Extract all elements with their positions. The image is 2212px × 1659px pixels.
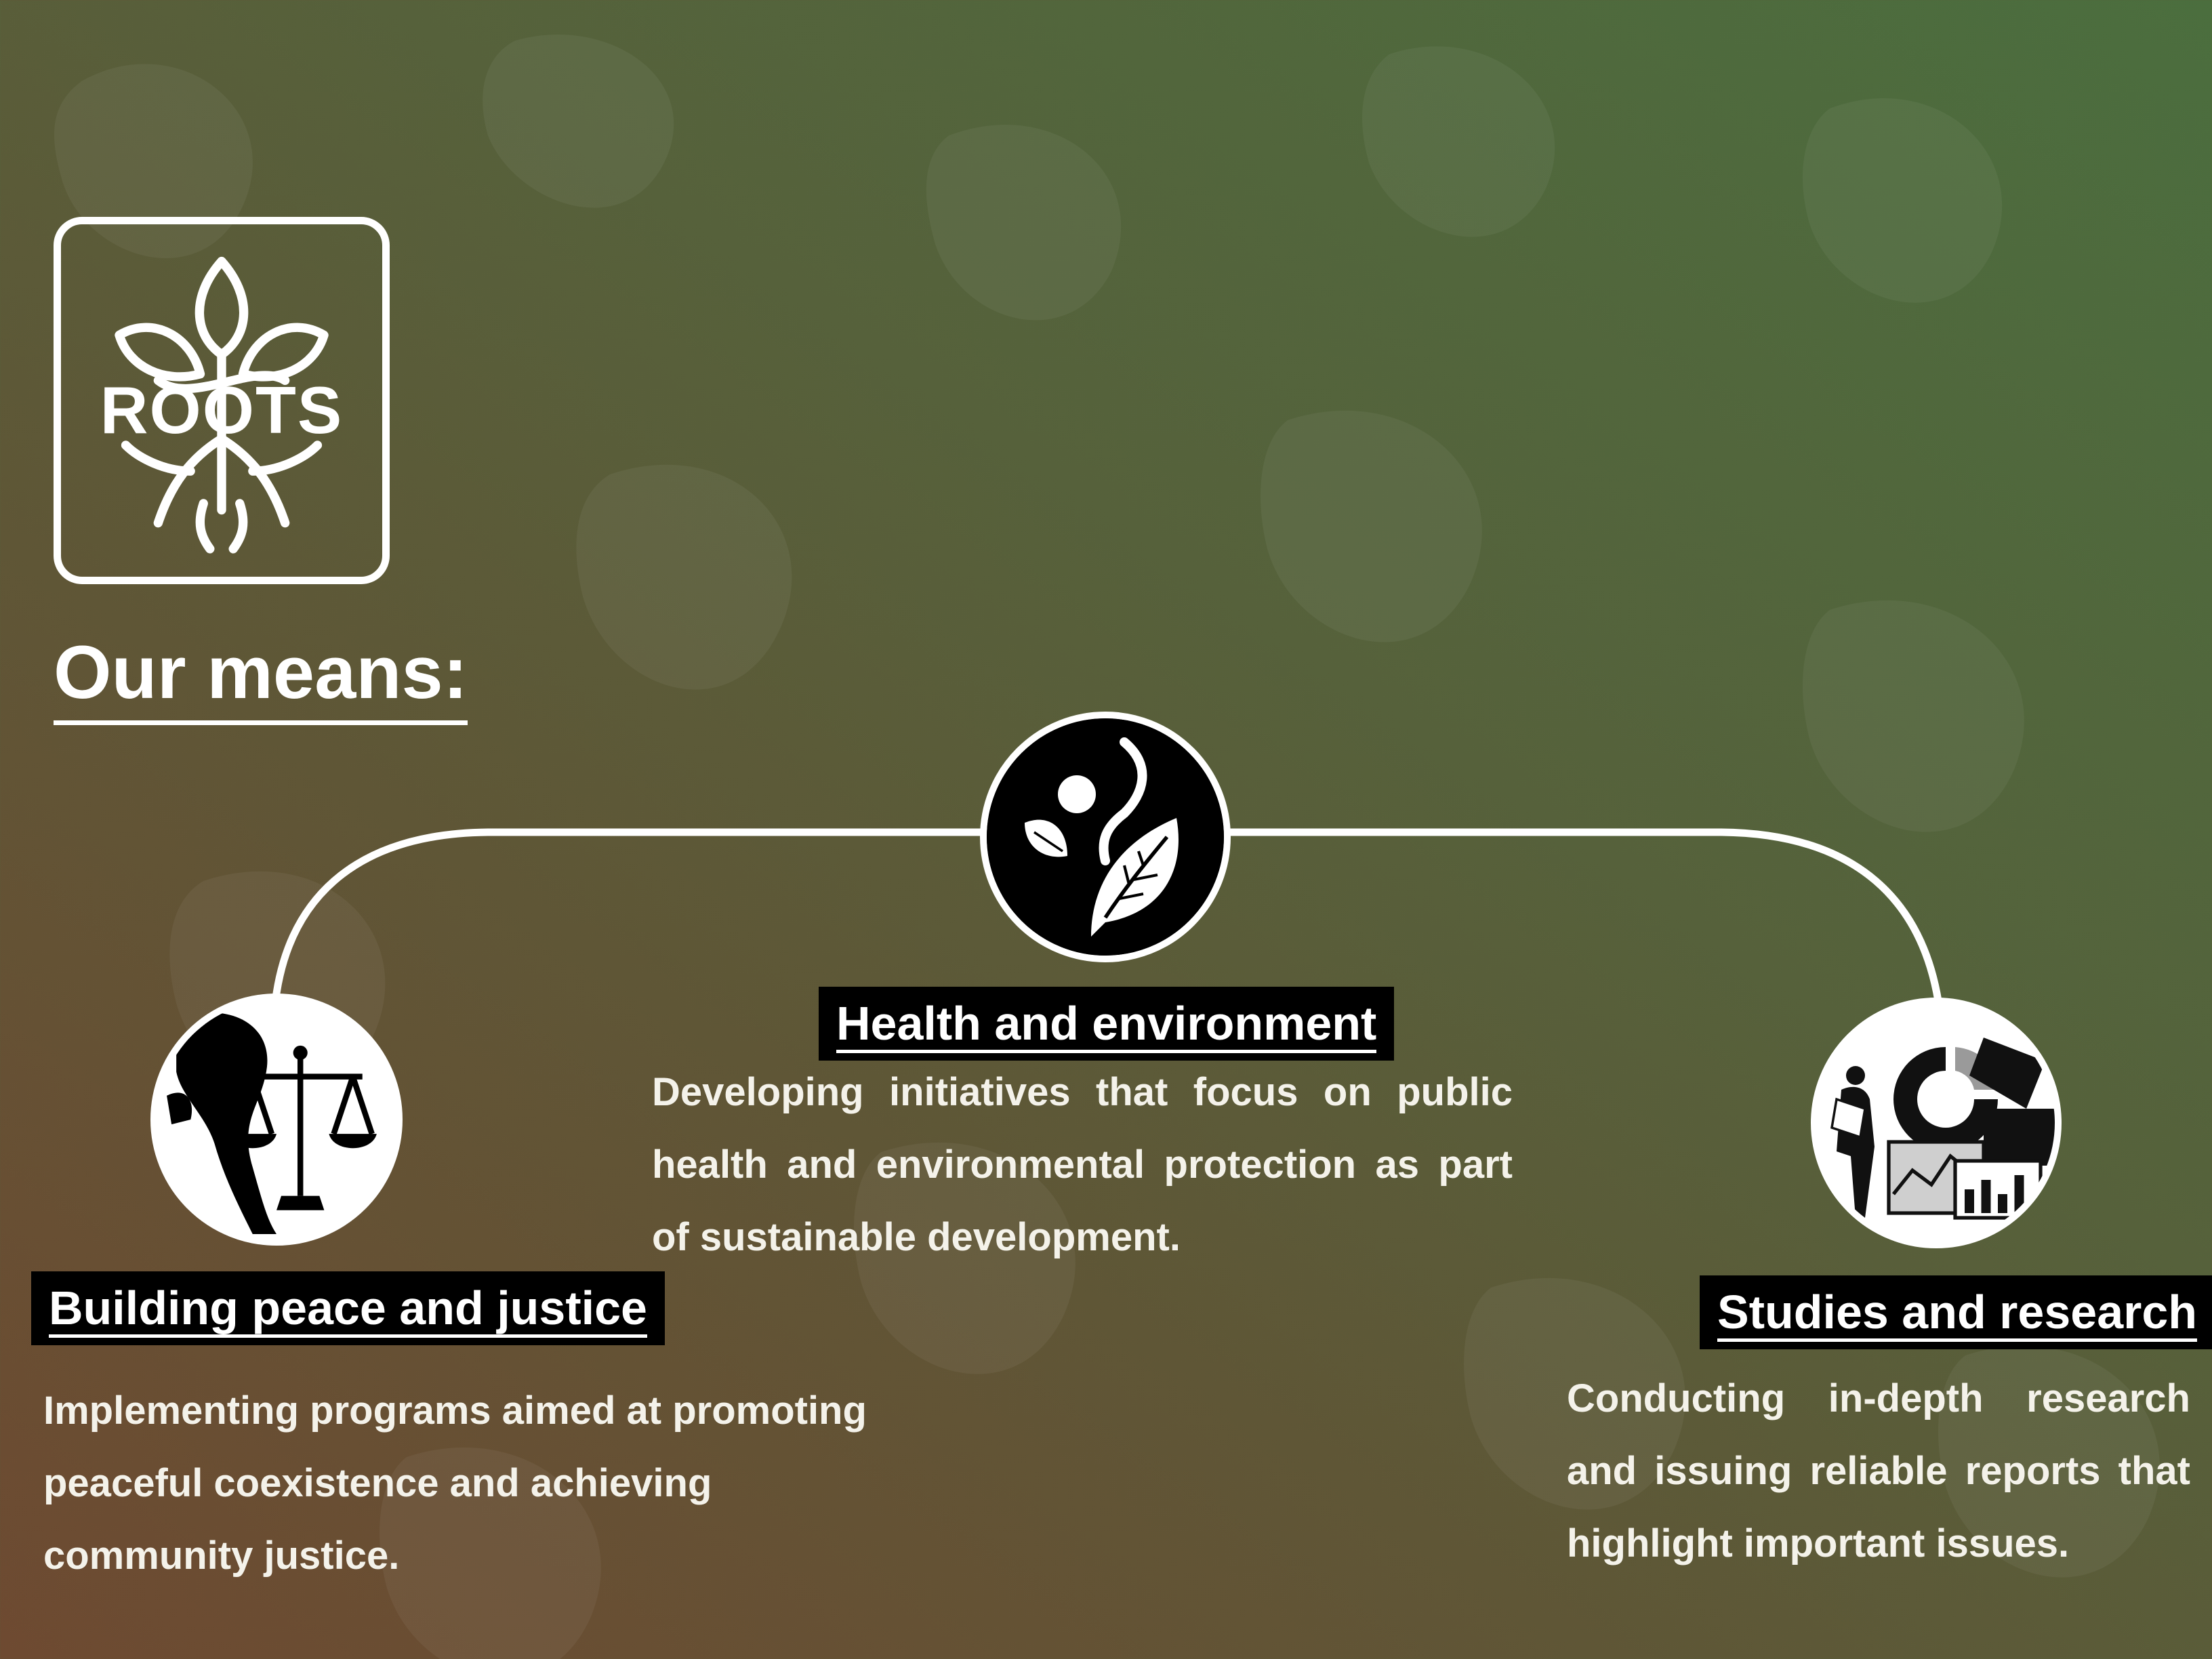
peace-justice-title-text: Building peace and justice [49, 1282, 647, 1338]
health-environment-title: Health and environment [819, 987, 1395, 1061]
logo-wordmark: ROOTS [100, 373, 344, 447]
person-leaf-icon [987, 718, 1224, 956]
scales-of-justice-icon [157, 1000, 396, 1239]
studies-research-title-text: Studies and research [1717, 1286, 2198, 1342]
peace-justice-title: Building peace and justice [31, 1271, 665, 1345]
studies-research-description: Conducting in-depth research and issuing… [1567, 1376, 2190, 1565]
research-charts-icon [1818, 1004, 2055, 1242]
page-title: Our means: [54, 630, 468, 725]
health-environment-description: Developing initiatives that focus on pub… [652, 1070, 1513, 1259]
peace-justice-description: Implementing programs aimed at promoting… [43, 1389, 867, 1578]
roots-leaf-logo-icon [115, 256, 329, 554]
peace-justice-node [150, 994, 403, 1246]
studies-research-title: Studies and research [1700, 1275, 2212, 1349]
studies-research-node [1811, 998, 2062, 1248]
roots-logo: ROOTS [54, 217, 390, 584]
health-environment-node [980, 712, 1231, 962]
health-environment-title-text: Health and environment [836, 997, 1377, 1053]
